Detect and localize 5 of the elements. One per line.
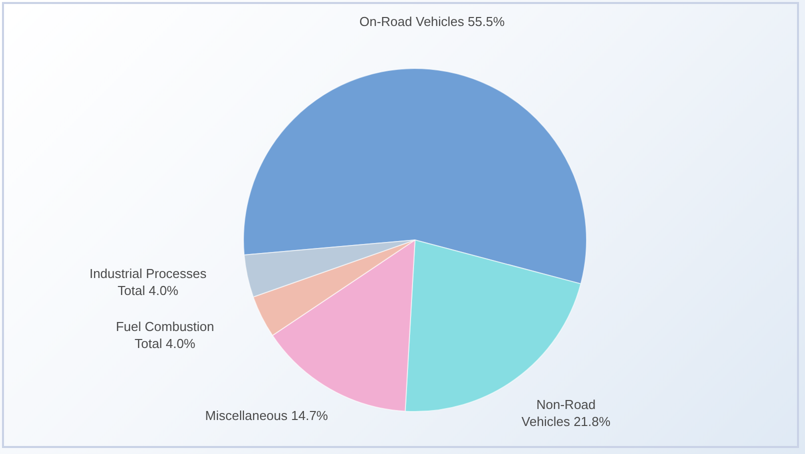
slice-label: On-Road Vehicles 55.5% [359, 14, 506, 30]
slice-label: Miscellaneous 14.7% [205, 408, 328, 424]
slice-label: Fuel Combustion Total 4.0% [116, 319, 214, 352]
slice-label: Non-Road Vehicles 21.8% [522, 397, 611, 430]
slice-label: Industrial Processes Total 4.0% [89, 266, 208, 298]
